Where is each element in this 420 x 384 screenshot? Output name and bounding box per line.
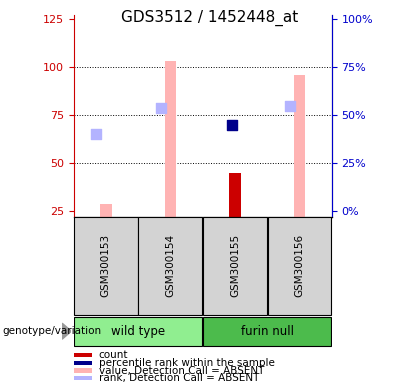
Bar [74, 353, 92, 358]
Bar [100, 204, 112, 217]
Point [93, 131, 100, 137]
Polygon shape [62, 323, 71, 339]
Bar [165, 61, 176, 217]
Bar [229, 173, 241, 217]
Text: percentile rank within the sample: percentile rank within the sample [99, 358, 274, 368]
Text: furin null: furin null [241, 325, 294, 338]
Bar [294, 75, 305, 217]
Text: GDS3512 / 1452448_at: GDS3512 / 1452448_at [121, 10, 299, 26]
Text: GSM300155: GSM300155 [230, 234, 240, 298]
Point [158, 104, 164, 111]
Point [228, 122, 235, 128]
FancyBboxPatch shape [203, 316, 331, 346]
Bar [74, 368, 92, 373]
Bar [74, 361, 92, 365]
Point [286, 103, 293, 109]
FancyBboxPatch shape [74, 316, 202, 346]
Text: GSM300154: GSM300154 [165, 234, 176, 298]
Text: value, Detection Call = ABSENT: value, Detection Call = ABSENT [99, 366, 264, 376]
Text: wild type: wild type [111, 325, 165, 338]
FancyBboxPatch shape [139, 217, 202, 315]
Text: count: count [99, 350, 128, 360]
Text: rank, Detection Call = ABSENT: rank, Detection Call = ABSENT [99, 373, 259, 383]
Bar [74, 376, 92, 381]
Text: GSM300156: GSM300156 [294, 234, 304, 298]
Text: genotype/variation: genotype/variation [2, 326, 101, 336]
FancyBboxPatch shape [203, 217, 267, 315]
FancyBboxPatch shape [268, 217, 331, 315]
FancyBboxPatch shape [74, 217, 138, 315]
Text: GSM300153: GSM300153 [101, 234, 111, 298]
